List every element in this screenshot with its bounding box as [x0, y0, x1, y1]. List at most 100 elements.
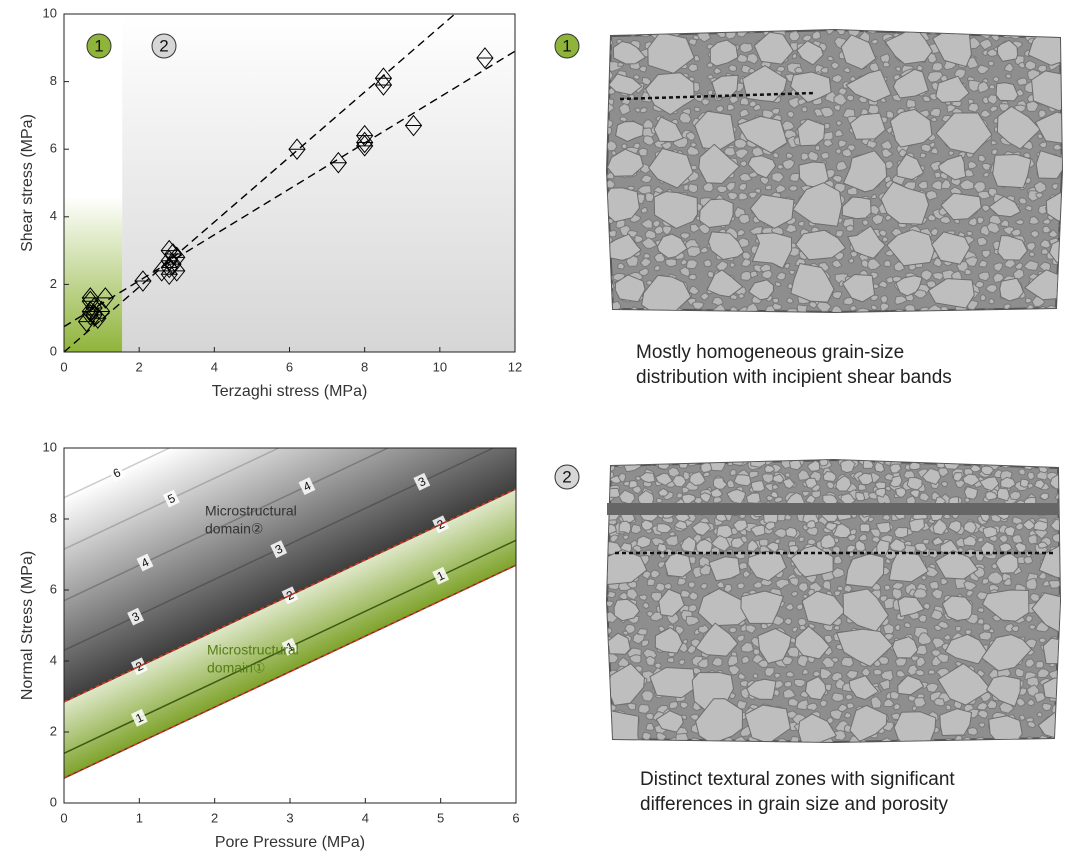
grain — [703, 259, 713, 268]
grain — [748, 279, 774, 301]
grain — [981, 577, 990, 585]
grain — [1025, 577, 1038, 590]
grain — [1062, 463, 1067, 468]
grain — [679, 701, 689, 709]
grain — [687, 63, 699, 73]
grain — [871, 747, 879, 756]
grain — [787, 698, 799, 707]
grain — [1037, 668, 1050, 678]
grain — [935, 112, 993, 155]
grain — [892, 68, 929, 99]
grain — [835, 745, 844, 753]
grain — [653, 191, 698, 229]
grain — [861, 219, 869, 226]
grain — [986, 675, 1021, 707]
grain — [1026, 746, 1034, 752]
grain — [652, 317, 664, 327]
grain — [883, 584, 891, 591]
grain — [1018, 468, 1026, 476]
grain — [1060, 118, 1062, 129]
grain — [968, 746, 982, 755]
grain — [870, 38, 879, 45]
grain — [874, 461, 885, 473]
grain — [840, 656, 854, 668]
grain — [985, 284, 998, 294]
grain — [981, 163, 992, 171]
grain — [935, 75, 970, 103]
grain — [748, 311, 763, 312]
grain — [641, 237, 658, 249]
grain — [770, 491, 779, 499]
grain — [967, 217, 978, 227]
grain — [896, 670, 907, 678]
x-tick-label: 3 — [286, 810, 293, 825]
grain — [668, 319, 677, 325]
grain — [941, 595, 973, 621]
grain — [962, 473, 981, 487]
grain — [966, 230, 974, 236]
grain — [987, 60, 995, 67]
grain — [837, 139, 847, 148]
grain — [999, 542, 1013, 553]
badge-label: 1 — [94, 36, 103, 55]
grain — [1036, 711, 1043, 718]
grain — [1058, 713, 1060, 724]
grain — [1055, 318, 1064, 326]
grain — [1063, 125, 1071, 135]
grain — [673, 520, 688, 530]
grain — [929, 116, 938, 123]
grain — [818, 460, 829, 467]
grain — [833, 104, 841, 112]
grain — [642, 460, 656, 466]
grain — [1010, 309, 1020, 312]
grain — [937, 620, 950, 630]
grain — [645, 722, 655, 731]
grain — [686, 644, 697, 654]
grain — [920, 269, 933, 282]
grain — [1042, 637, 1060, 665]
grain — [657, 488, 669, 497]
grain — [835, 475, 852, 492]
grain — [895, 314, 930, 341]
grain — [986, 48, 998, 57]
grain — [834, 129, 844, 137]
grain — [693, 106, 701, 112]
grain — [797, 118, 826, 147]
grain — [699, 492, 712, 504]
grain — [981, 249, 991, 258]
grain — [1052, 30, 1062, 35]
grain — [615, 121, 644, 142]
grain — [715, 105, 724, 113]
grain — [738, 214, 751, 225]
grain — [761, 269, 773, 280]
grain — [633, 74, 641, 80]
grain — [944, 633, 987, 665]
grain — [746, 52, 759, 65]
grain — [655, 472, 673, 486]
grain — [894, 657, 907, 667]
grain — [725, 181, 736, 192]
contour-label-bg — [136, 553, 154, 572]
grain — [929, 141, 936, 148]
grain — [741, 655, 750, 664]
x-tick-label: 12 — [508, 359, 522, 374]
grain — [645, 712, 654, 720]
contour-label-bg — [432, 566, 450, 585]
grain — [685, 615, 700, 626]
contour-line — [63, 447, 389, 602]
grain — [680, 258, 688, 266]
grain — [716, 185, 728, 193]
grain — [786, 297, 794, 304]
grain — [849, 305, 857, 312]
x-tick-label: 4 — [362, 810, 369, 825]
grain — [869, 319, 875, 325]
grain — [848, 315, 857, 322]
grain — [978, 631, 992, 641]
grain — [616, 318, 623, 325]
grain — [751, 480, 766, 492]
grain — [848, 675, 879, 700]
data-point — [476, 47, 494, 69]
grain — [894, 66, 902, 72]
grain — [908, 518, 925, 533]
grain — [948, 150, 955, 156]
